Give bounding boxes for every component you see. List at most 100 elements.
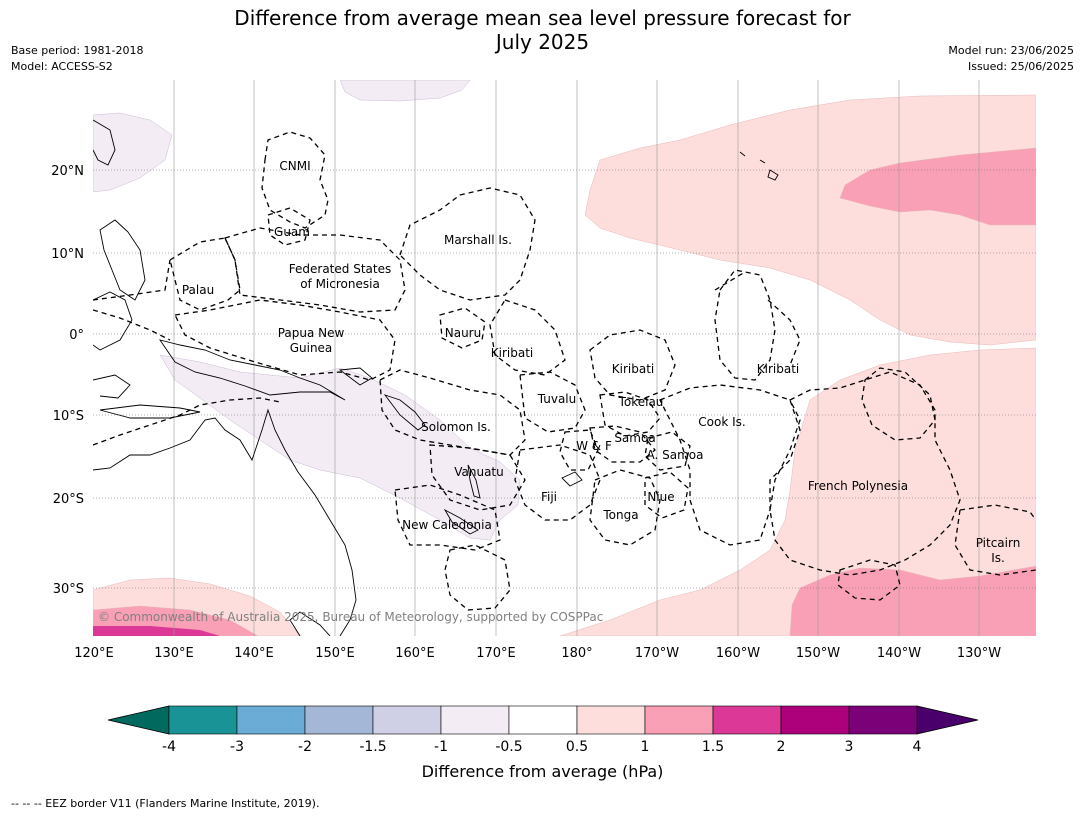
eez-newcal — [394, 484, 501, 551]
colorbar-under-arrow — [107, 705, 170, 735]
issued-date: Issued: 25/06/2025 — [967, 60, 1074, 73]
colorbar-segment — [576, 705, 646, 735]
eez-samoa — [589, 425, 656, 463]
colorbar-segment — [508, 705, 578, 735]
eez-marquesas — [861, 367, 936, 441]
colorbar-tick: 2 — [777, 739, 786, 755]
colorbar-tick: -4 — [162, 739, 176, 755]
lon-label: 130°E — [154, 646, 194, 661]
colorbar-tick-labels: -4 -3 -2 -1.5 -1 -0.5 0.5 1 1.5 2 3 4 — [162, 739, 922, 755]
new-caledonia-coast — [443, 508, 479, 535]
eez-marshall — [399, 187, 536, 301]
model-run: Model run: 23/06/2025 — [948, 44, 1074, 57]
lon-label: 120°E — [74, 646, 114, 661]
new-britain-coast — [338, 367, 373, 386]
colorbar-segment — [712, 705, 782, 735]
anomaly-lightpurple-central — [159, 354, 521, 541]
eez-austral — [837, 559, 901, 601]
label-guam: Guam — [274, 225, 310, 239]
borneo-coast — [93, 291, 133, 351]
coastlines — [93, 119, 779, 636]
eez-footnote: -- -- -- EEZ border V11 (Flanders Marine… — [11, 797, 320, 810]
anomaly-lightpurple-nw — [93, 112, 173, 193]
label-fsm-1: Federated States — [289, 262, 391, 276]
label-png-2: Guinea — [290, 341, 333, 355]
colorbar-tick: 1 — [641, 739, 650, 755]
australia-coast — [93, 408, 357, 636]
label-vanuatu: Vanuatu — [454, 465, 504, 479]
colorbar-segment — [372, 705, 442, 735]
colorbar-segment — [848, 705, 918, 735]
anomaly-lightpink-se — [559, 347, 1036, 636]
label-palau: Palau — [182, 283, 214, 297]
colorbar-tick: -2 — [298, 739, 312, 755]
colorbar-segment — [236, 705, 306, 735]
lon-label: 170°E — [476, 646, 516, 661]
longitude-labels: 120°E 130°E 140°E 150°E 160°E 170°E 180°… — [74, 646, 1001, 661]
lon-label: 150°W — [796, 646, 840, 661]
sulawesi-coast — [93, 374, 131, 399]
lat-label: 20°S — [53, 492, 84, 507]
eez-palau — [169, 237, 241, 311]
lat-label: 0° — [69, 328, 84, 343]
colorbar-segment — [168, 705, 238, 735]
colorbar: -4 -3 -2 -1.5 -1 -0.5 0.5 1 1.5 2 3 4 — [107, 705, 979, 755]
north-island-nz — [289, 611, 331, 636]
base-info: Base period: 1981-2018 Model: ACCESS-S2 — [11, 43, 143, 75]
eez-niue — [644, 471, 689, 519]
label-kiribati-w: Kiribati — [491, 346, 533, 360]
eez-nauru — [439, 307, 486, 349]
timor-coast — [99, 404, 201, 419]
lat-label: 10°N — [51, 247, 84, 262]
label-solomon: Solomon Is. — [421, 420, 491, 434]
fiji-coast — [561, 471, 583, 487]
model-name: Model: ACCESS-S2 — [11, 60, 113, 73]
eez-kiribati-c — [589, 329, 676, 401]
eez-fsm — [224, 227, 406, 313]
label-cnmi: CNMI — [279, 159, 310, 173]
eez-tonga — [589, 469, 661, 546]
label-fiji: Fiji — [541, 490, 557, 504]
new-guinea-coast — [158, 339, 346, 401]
lon-label: 130°W — [957, 646, 1001, 661]
colorbar-segment — [304, 705, 374, 735]
label-samoa: Samoa — [614, 431, 655, 445]
eez-frenchpoly — [769, 371, 961, 576]
colorbar-tick: -3 — [230, 739, 244, 755]
anomaly-lightpurple-top — [339, 80, 471, 102]
latitude-gridlines — [93, 169, 1036, 589]
label-tonga: Tonga — [602, 508, 638, 522]
colorbar-segment — [440, 705, 510, 735]
lat-label: 10°S — [53, 409, 84, 424]
eez-fiji — [514, 444, 601, 521]
label-pitcairn-2: Is. — [991, 551, 1005, 565]
lon-label: 180° — [561, 646, 592, 661]
lon-label: 170°W — [635, 646, 679, 661]
colorbar-tick: -1 — [434, 739, 448, 755]
colorbar-segment — [780, 705, 850, 735]
lon-label: 150°E — [315, 646, 355, 661]
label-frenchpoly: French Polynesia — [808, 479, 908, 493]
hawaii-coast — [739, 151, 779, 181]
anomaly-lightpink-ne — [584, 94, 1036, 346]
eez-pitcairn — [954, 504, 1036, 576]
label-kiribati-c: Kiribati — [612, 362, 654, 376]
eez-guam — [267, 207, 311, 246]
longitude-gridlines — [173, 80, 980, 636]
eez-tuvalu — [519, 371, 586, 433]
base-period: Base period: 1981-2018 — [11, 44, 144, 57]
label-tokelau: Tokelau — [618, 395, 664, 409]
lon-label: 140°E — [234, 646, 274, 661]
label-fsm-2: of Micronesia — [300, 277, 380, 291]
colorbar-tick: 4 — [913, 739, 922, 755]
lon-label: 160°W — [716, 646, 760, 661]
label-png-1: Papua New — [278, 326, 345, 340]
copyright-notice: © Commonwealth of Australia 2025, Bureau… — [98, 610, 603, 624]
vanuatu-coast — [467, 464, 481, 499]
region-labels: CNMI Guam Marshall Is. Federated States … — [182, 159, 1020, 565]
label-cook: Cook Is. — [698, 415, 745, 429]
anomaly-pink-se — [789, 565, 1036, 636]
colorbar-label: Difference from average (hPa) — [421, 762, 664, 781]
lon-label: 140°W — [877, 646, 921, 661]
